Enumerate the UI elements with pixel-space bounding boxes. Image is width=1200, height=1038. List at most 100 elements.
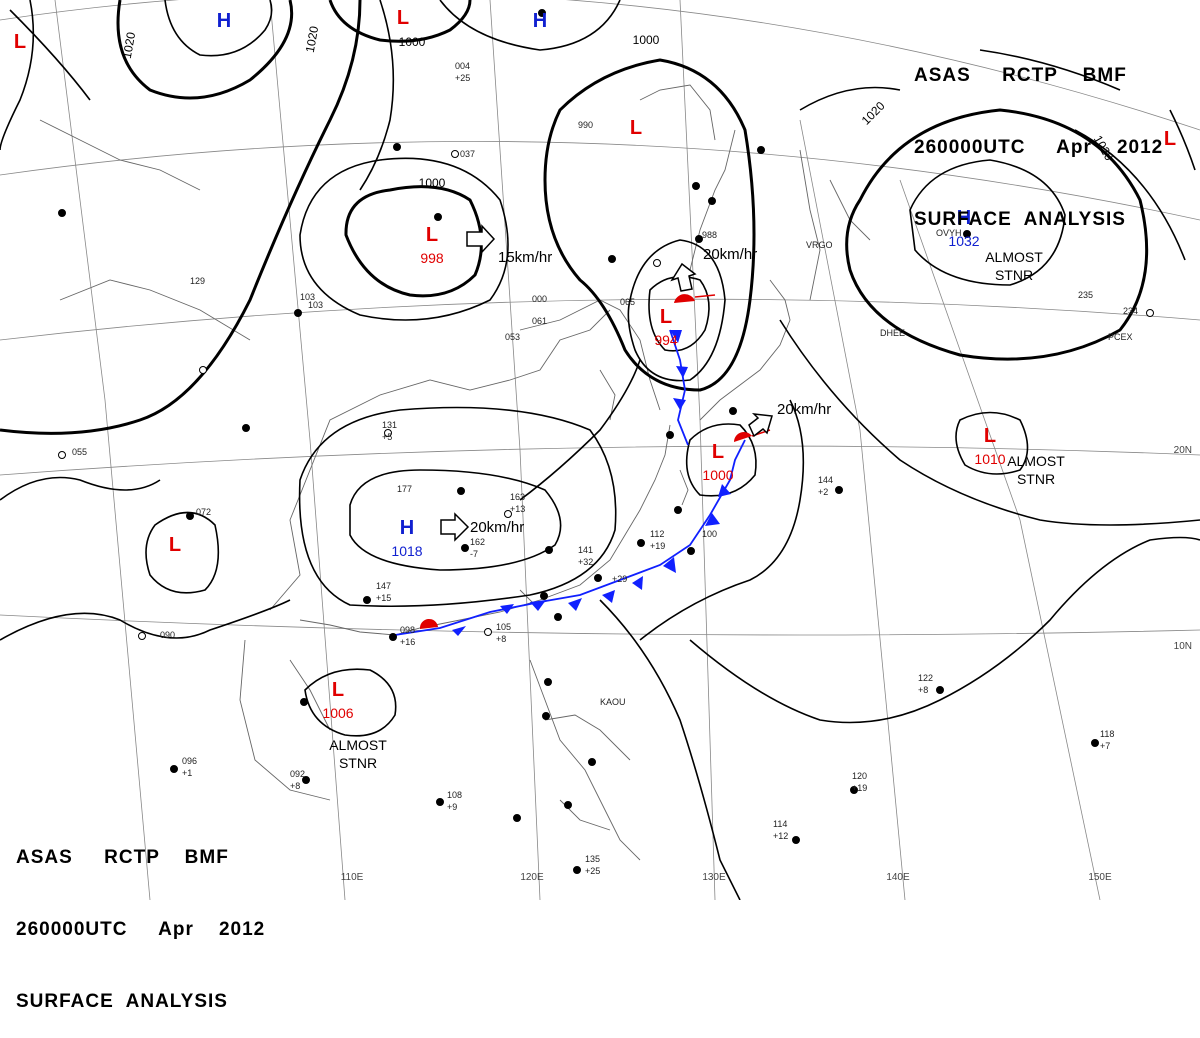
station-value: +19 [650,541,665,551]
station-markers [58,9,1154,874]
isobar-label: 1000 [399,35,426,49]
latitude-label: 10N [1174,641,1192,652]
pressure-centers: L 998 L 994 L 1000 L 1010 L 1006 H 1018 H 1032 L L L L L H H [14,7,1176,721]
station-value: +13 [510,504,525,514]
station-value: +8 [290,781,300,791]
station-value: 114 [773,819,787,829]
low-pressure-symbol: L [630,117,642,139]
station-value: 000 [532,294,547,304]
station-text: 131 +5 177 163 +13 162 -7 147 +15 105 +8 098 +16 141 +… [72,61,1138,876]
central-pressure-value: 1000 [702,467,733,483]
graticule-labels: 110E 120E 130E 140E 150E 20N 10N [341,445,1192,883]
longitude-label: 120E [520,872,544,883]
low-pressure-symbol: L [332,679,344,701]
low-pressure-symbol: L [169,534,181,556]
station-value: 004 [455,61,470,71]
station-value: 055 [72,447,87,457]
latitude-label: 20N [1174,445,1192,456]
station-value: +2 [818,487,828,497]
station-value: 118 [1100,729,1114,739]
high-pressure-symbol: H [400,517,414,539]
station-value: 105 [496,622,511,632]
station-value: 090 [160,630,175,640]
central-pressure-value: 1010 [974,451,1005,467]
station-value: +25 [585,866,600,876]
low-pressure-symbol: L [1164,128,1176,150]
station-value: KAOU [600,697,626,707]
station-value: 108 [447,790,462,800]
station-value: +15 [376,593,391,603]
station-value: +1 [182,768,192,778]
station-value: +5 [382,432,392,442]
station-value: 988 [702,230,717,240]
station-value: +7 [1100,741,1110,751]
station-value: +19 [852,783,867,793]
station-value: 065 [620,297,635,307]
station-value: +9 [447,802,457,812]
station-value: 053 [505,332,520,342]
stationary-note: STNR [339,755,377,771]
station-value: +25 [455,73,470,83]
movement-labels: 15km/hr 20km/hr 20km/hr 20km/hr [470,246,831,536]
weather-map: 131 +5 177 163 +13 162 -7 147 +15 105 +8 098 +16 141 +… [0,0,1200,900]
station-value: 061 [532,316,547,326]
stationary-notes: ALMOST STNR ALMOST STNR ALMOST STNR [329,249,1065,771]
station-value: 100 [702,529,717,539]
low-pressure-symbol: L [660,306,672,328]
low-pressure-symbol: L [397,7,409,29]
low-pressure-symbol: L [712,441,724,463]
coastlines [39,84,871,861]
station-value: VRGO [806,240,833,250]
station-value: +32 [578,557,593,567]
header-title: ASAS RCTP BMF [16,847,229,868]
station-value: 120 [852,771,867,781]
station-value: +16 [400,637,415,647]
movement-speed-label: 15km/hr [498,249,552,266]
station-value: OVYH [936,228,962,238]
station-value: 234 [1123,306,1138,316]
low-pressure-symbol: L [14,31,26,53]
high-pressure-symbol: H [533,10,547,32]
isobar-label: 1020 [120,31,138,60]
header-datetime: 260000UTC Apr 2012 [16,919,266,940]
longitude-label: 140E [886,872,910,883]
station-value: 112 [650,529,664,539]
station-value: 144 [818,475,833,485]
isobars [0,0,1200,900]
station-value: 098 [400,625,415,635]
station-value: 135 [585,854,600,864]
station-value: 072 [196,507,211,517]
station-value: +29 [612,574,627,584]
station-value: -7 [470,549,478,559]
station-value: 037 [460,149,475,159]
header-datetime: 260000UTC Apr 2012 [914,137,1164,158]
stationary-note: ALMOST [329,737,387,753]
header-subtitle: SURFACE ANALYSIS [16,991,228,1012]
low-pressure-symbol: L [984,425,996,447]
stationary-note: ALMOST [985,249,1043,265]
station-value: 141 [578,545,593,555]
high-pressure-symbol: H [957,207,971,229]
station-value: 235 [1078,290,1093,300]
stationary-note: STNR [1017,471,1055,487]
station-value: +8 [918,685,928,695]
isobar-label: 1000 [419,176,446,190]
header-subtitle: SURFACE ANALYSIS [914,209,1126,230]
movement-speed-label: 20km/hr [470,519,524,536]
high-pressure-symbol: H [217,10,231,32]
chart-header-bottom: ASAS RCTP BMF 260000UTC Apr 2012 SURFACE… [16,798,265,1038]
central-pressure-value: 998 [420,250,444,266]
station-value: DHEE [880,328,905,338]
station-value: +12 [773,831,788,841]
station-value: 129 [190,276,205,286]
longitude-label: 110E [341,872,364,883]
station-value: 162 [470,537,485,547]
isobar-label: 1020 [303,25,321,54]
central-pressure-value: 994 [654,332,678,348]
cold-front [394,294,771,636]
station-value: 177 [397,484,412,494]
header-title: ASAS RCTP BMF [914,65,1127,86]
station-value: 147 [376,581,391,591]
station-value: +8 [496,634,506,644]
central-pressure-value: 1018 [391,543,422,559]
